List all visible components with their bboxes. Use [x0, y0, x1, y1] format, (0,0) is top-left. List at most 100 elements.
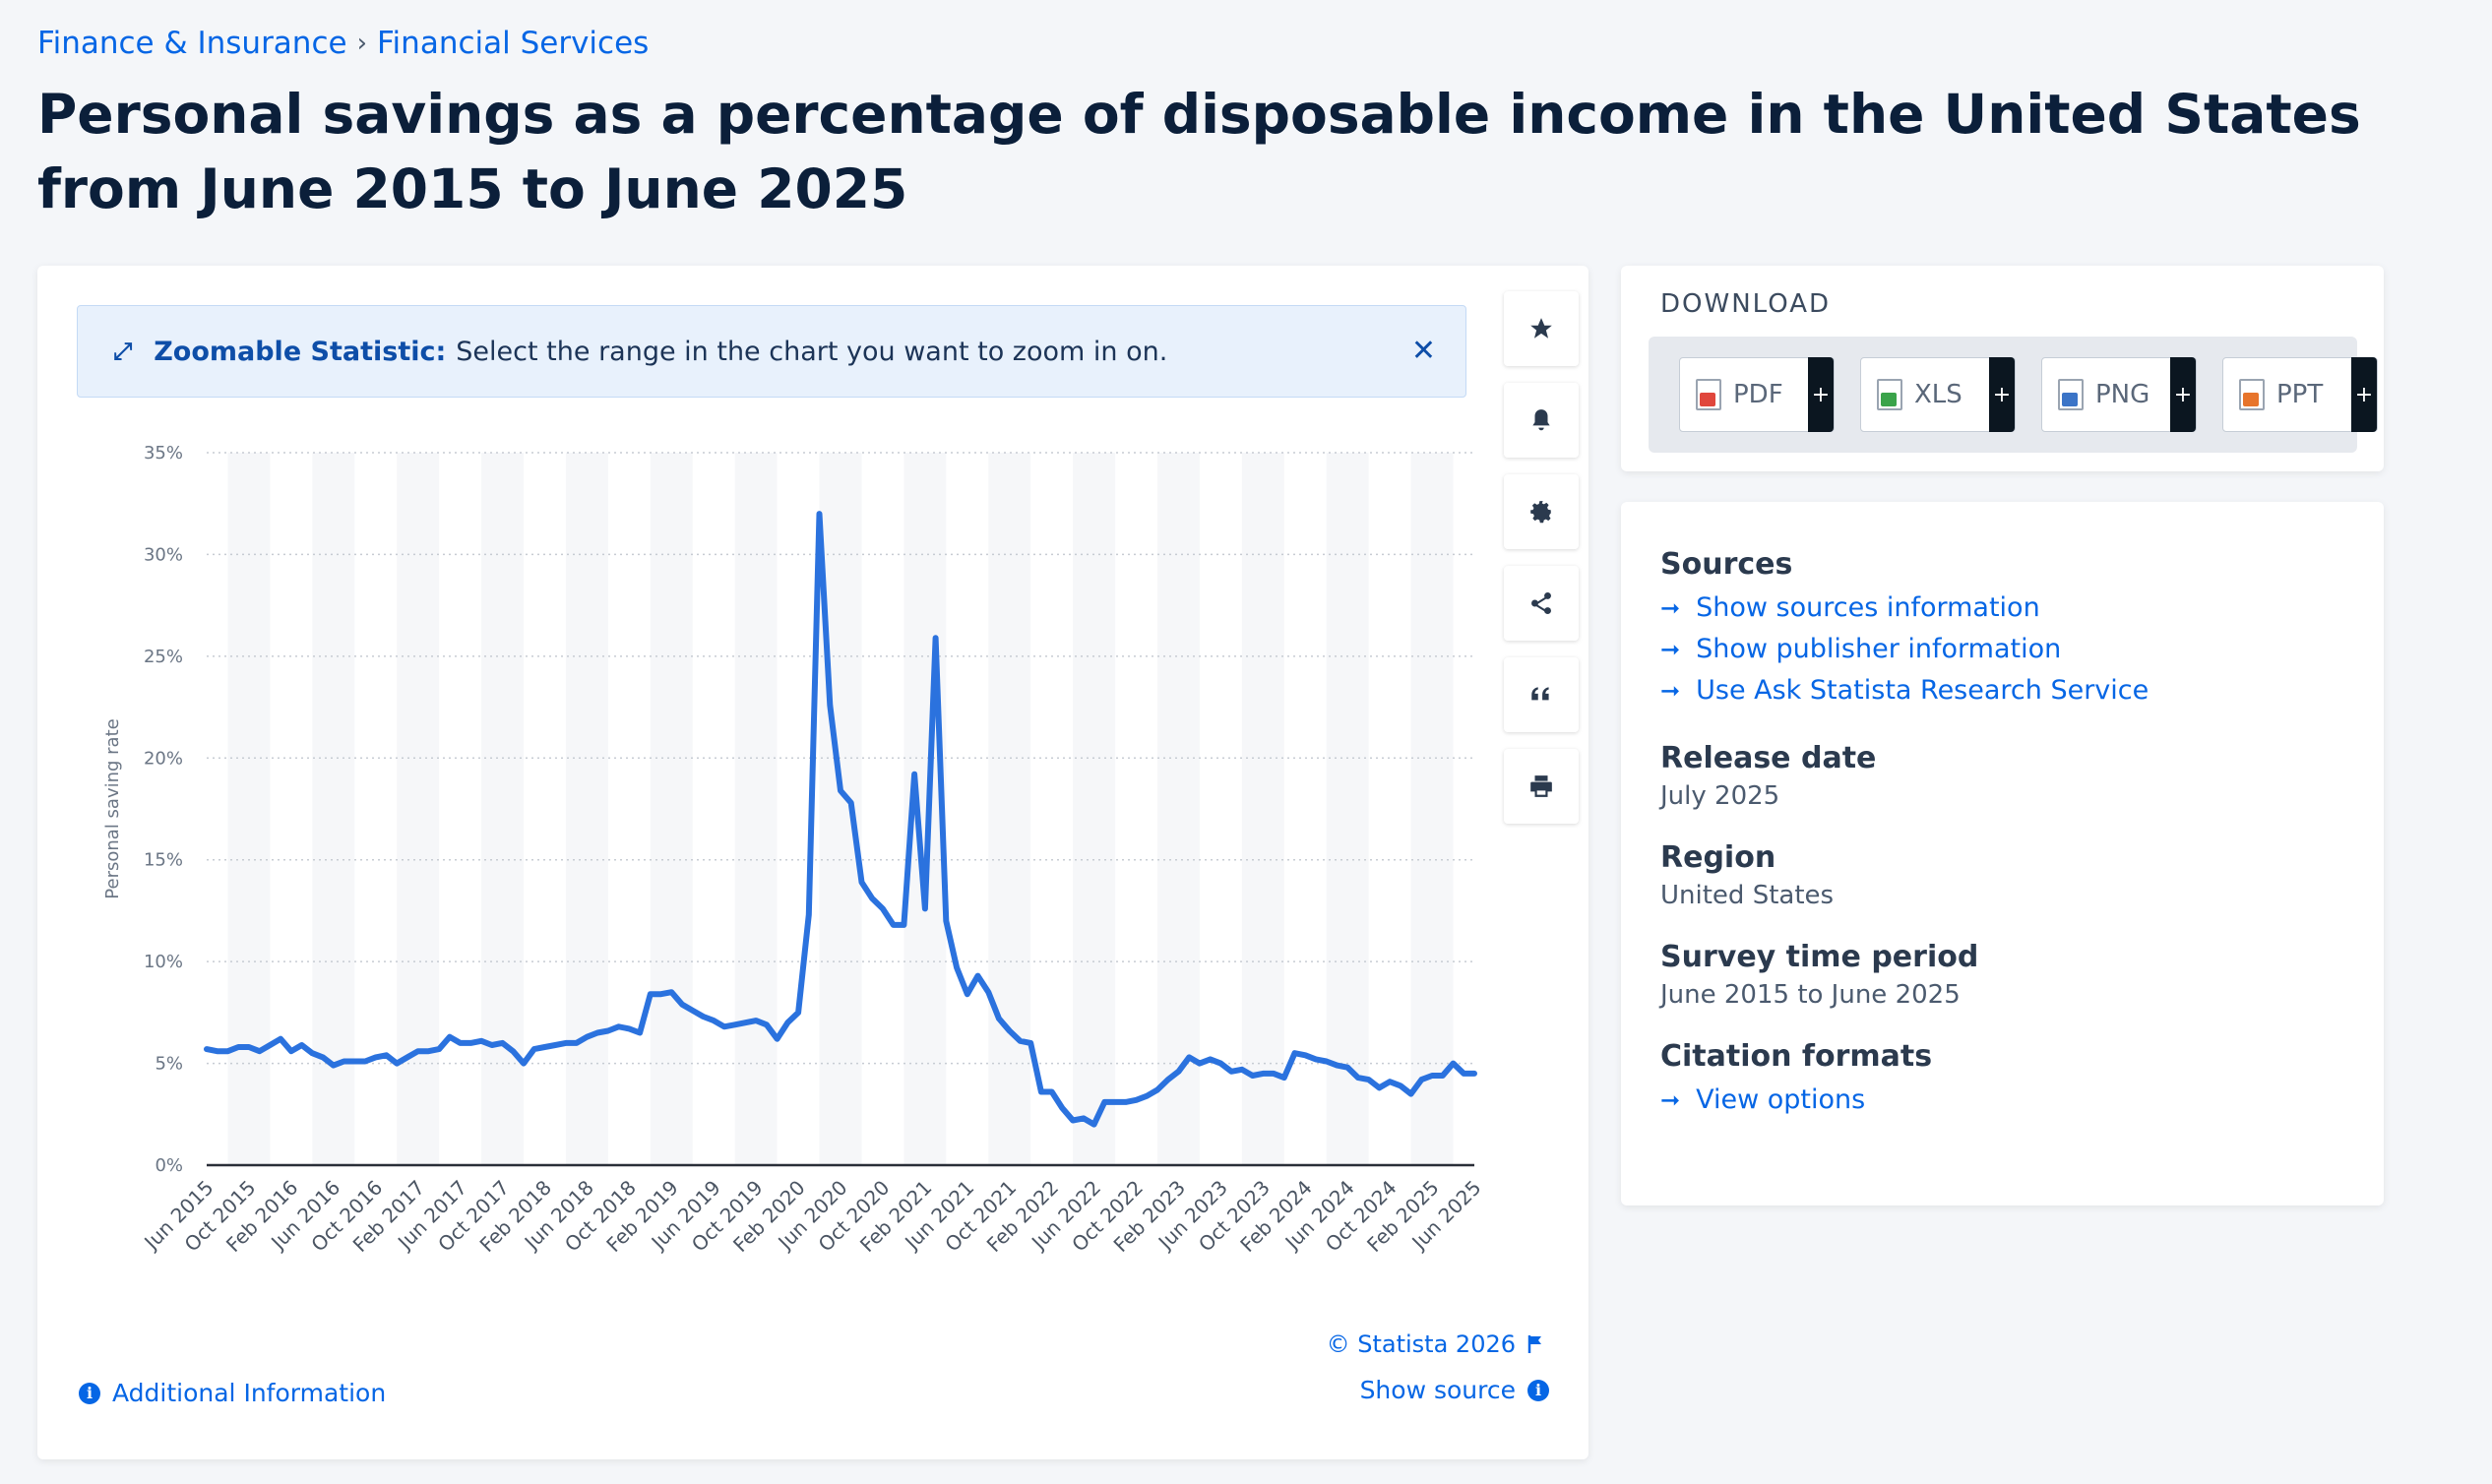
pdf-file-icon: [1696, 379, 1721, 410]
settings-button[interactable]: [1504, 474, 1579, 549]
plus-icon[interactable]: +: [1808, 357, 1834, 432]
y-tick-label: 15%: [144, 850, 183, 871]
view-options-link[interactable]: ➞ View options: [1660, 1080, 2344, 1121]
png-file-icon: [2058, 379, 2084, 410]
link-text: View options: [1696, 1084, 1866, 1115]
chart-band: [397, 453, 440, 1165]
show-source-text: Show source: [1359, 1376, 1516, 1404]
star-icon: [1530, 318, 1552, 339]
download-pdf-button[interactable]: PDF +: [1679, 357, 1835, 432]
region-section: Region United States: [1660, 840, 2344, 910]
chart-band: [1241, 453, 1284, 1165]
info-card: Sources ➞ Show sources information ➞ Show …: [1621, 502, 2384, 1206]
citation-section: Citation formats ➞ View options: [1660, 1039, 2344, 1121]
zoom-banner: ⤢ Zoomable Statistic: Select the range i…: [77, 305, 1466, 398]
copyright[interactable]: © Statista 2026: [1327, 1330, 1543, 1358]
link-text: Use Ask Statista Research Service: [1696, 675, 2149, 706]
y-tick-label: 5%: [155, 1054, 183, 1075]
download-png-button[interactable]: PNG +: [2041, 357, 2197, 432]
download-ppt-button[interactable]: PPT +: [2222, 357, 2378, 432]
survey-period-section: Survey time period June 2015 to June 202…: [1660, 940, 2344, 1010]
download-label: XLS: [1914, 380, 1962, 409]
download-card: DOWNLOAD PDF + XLS + PNG + PPT +: [1621, 266, 2384, 471]
chart-band: [1157, 453, 1200, 1165]
y-tick-label: 10%: [144, 952, 183, 972]
chart-band: [650, 453, 693, 1165]
y-tick-label: 35%: [144, 443, 183, 464]
quote-icon: [1531, 687, 1549, 701]
show-publisher-link[interactable]: ➞ Show publisher information: [1660, 629, 2344, 670]
chart-band: [734, 453, 778, 1165]
info-icon: i: [1527, 1379, 1549, 1401]
bell-icon: [1532, 409, 1550, 431]
survey-period-value: June 2015 to June 2025: [1660, 980, 1961, 1010]
cite-button[interactable]: [1504, 657, 1579, 732]
ppt-file-icon: [2239, 379, 2265, 410]
release-date-label: Release date: [1660, 741, 1877, 775]
gear-icon: [1530, 501, 1551, 524]
ask-statista-link[interactable]: ➞ Use Ask Statista Research Service: [1660, 670, 2344, 711]
chart-band: [988, 453, 1031, 1165]
link-text: Show sources information: [1696, 592, 2040, 623]
zoom-banner-text: Select the range in the chart you want t…: [456, 336, 1168, 367]
favorite-button[interactable]: [1504, 291, 1579, 366]
link-text: Show publisher information: [1696, 634, 2062, 664]
survey-period-label: Survey time period: [1660, 940, 1979, 974]
flag-icon: [1527, 1335, 1541, 1353]
region-label: Region: [1660, 840, 1776, 875]
chart-band: [312, 453, 355, 1165]
plus-icon[interactable]: +: [1989, 357, 2015, 432]
additional-information-text: Additional Information: [112, 1379, 387, 1407]
chart-band: [1410, 453, 1454, 1165]
print-button[interactable]: [1504, 749, 1579, 824]
plus-icon[interactable]: +: [2170, 357, 2196, 432]
download-xls-button[interactable]: XLS +: [1860, 357, 2016, 432]
sources-label: Sources: [1660, 547, 1793, 582]
download-buttons: PDF + XLS + PNG + PPT +: [1649, 337, 2378, 453]
notification-button[interactable]: [1504, 383, 1579, 458]
y-tick-label: 0%: [155, 1155, 183, 1176]
y-tick-label: 25%: [144, 647, 183, 667]
download-label: PDF: [1733, 380, 1783, 409]
y-tick-label: 20%: [144, 748, 183, 769]
show-source-link[interactable]: Show source i: [1360, 1376, 1549, 1404]
arrow-right-icon: ➞: [1660, 1086, 1681, 1114]
additional-information-link[interactable]: i Additional Information: [79, 1379, 386, 1407]
copyright-text: © Statista 2026: [1326, 1330, 1516, 1358]
chart-band: [565, 453, 608, 1165]
download-label: PNG: [2095, 380, 2150, 409]
breadcrumb-finance[interactable]: Finance & Insurance: [37, 26, 347, 61]
chart-band: [1326, 453, 1369, 1165]
breadcrumb-financial-services[interactable]: Financial Services: [376, 26, 650, 61]
region-value: United States: [1660, 881, 1835, 910]
y-tick-label: 30%: [144, 544, 183, 565]
page-title: Personal savings as a percentage of disp…: [37, 83, 2361, 220]
citation-label: Citation formats: [1660, 1039, 1933, 1074]
arrow-right-icon: ➞: [1660, 677, 1681, 705]
chart-band: [227, 453, 271, 1165]
download-label: PPT: [2276, 380, 2324, 409]
chart-card: ⤢ Zoomable Statistic: Select the range i…: [37, 266, 1589, 1459]
expand-icon: ⤢: [113, 338, 133, 365]
xls-file-icon: [1877, 379, 1902, 410]
breadcrumb-separator: ›: [356, 29, 367, 58]
print-icon: [1530, 775, 1552, 797]
series-line: [204, 511, 1477, 1128]
chart-band: [819, 453, 862, 1165]
share-button[interactable]: [1504, 566, 1579, 641]
arrow-right-icon: ➞: [1660, 636, 1681, 663]
breadcrumb: Finance & Insurance › Financial Services: [37, 26, 649, 61]
chart-toolbar: [1504, 291, 1583, 840]
info-icon: i: [79, 1382, 100, 1404]
y-axis-label: Personal saving rate: [102, 718, 123, 898]
sources-section: Sources ➞ Show sources information ➞ Show …: [1660, 547, 2344, 711]
chart-band: [1073, 453, 1116, 1165]
release-date-value: July 2025: [1660, 781, 1780, 811]
close-icon[interactable]: ✕: [1410, 334, 1436, 368]
plus-icon[interactable]: +: [2351, 357, 2377, 432]
release-date-section: Release date July 2025: [1660, 741, 2344, 811]
arrow-right-icon: ➞: [1660, 594, 1681, 622]
line-chart[interactable]: 0% 5% 10% 15% 20% 25% 30% 35% Personal saving ra…: [37, 266, 1494, 1329]
share-icon: [1531, 591, 1551, 615]
show-sources-link[interactable]: ➞ Show sources information: [1660, 587, 2344, 629]
